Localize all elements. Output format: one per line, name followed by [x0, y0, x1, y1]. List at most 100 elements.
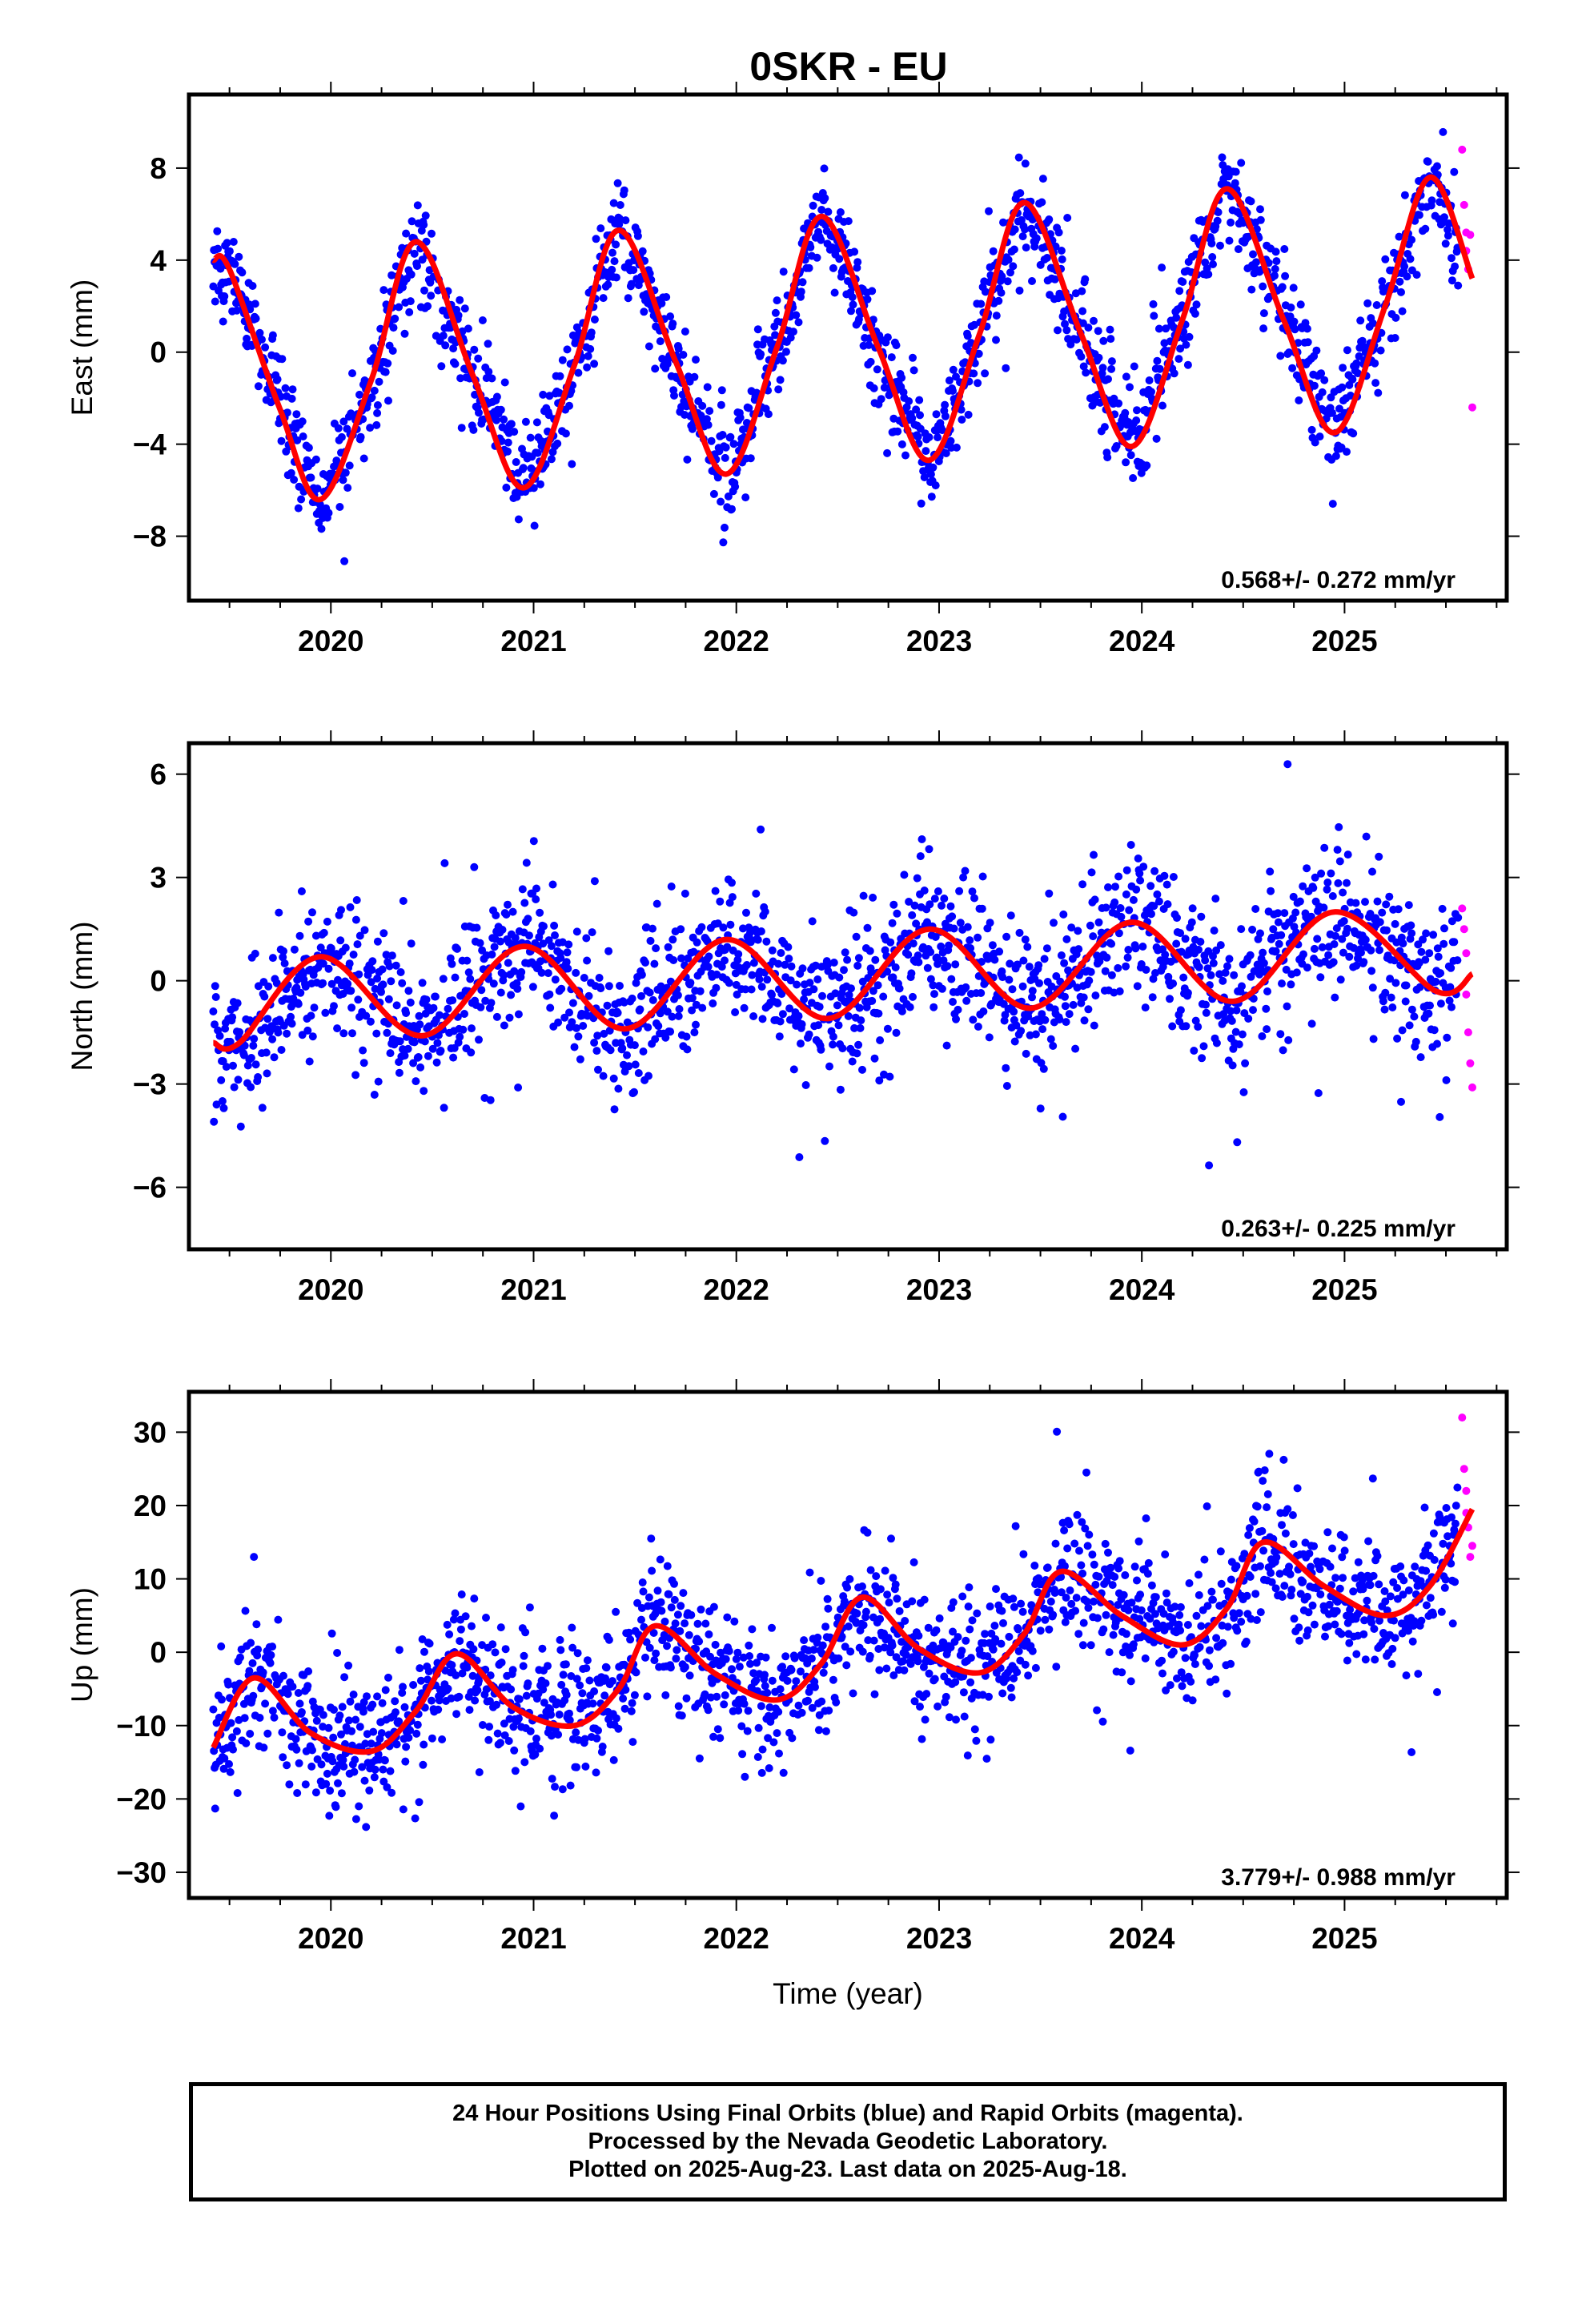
north-final-point	[954, 1005, 962, 1014]
east-model-curve	[210, 174, 1476, 503]
east-final-point	[553, 439, 562, 448]
up-final-point	[559, 1671, 568, 1679]
up-final-point	[966, 1678, 975, 1687]
north-final-point	[243, 1061, 252, 1070]
up-final-point	[842, 1661, 851, 1670]
north-final-point	[1111, 883, 1119, 891]
east-final-point	[254, 382, 263, 391]
up-final-point	[274, 1615, 283, 1624]
north-final-point	[1223, 962, 1231, 971]
north-final-point	[1368, 983, 1377, 992]
north-final-point	[362, 1011, 371, 1020]
east-final-point	[963, 332, 972, 340]
north-final-point	[675, 1005, 684, 1013]
up-final-point	[790, 1654, 799, 1663]
north-final-point	[1212, 946, 1221, 955]
east-final-point	[1106, 335, 1115, 344]
up-final-point	[1082, 1468, 1090, 1477]
east-final-point	[805, 263, 813, 272]
up-final-point	[837, 1632, 846, 1641]
east-final-point	[1378, 277, 1387, 286]
up-final-point	[1078, 1518, 1086, 1526]
up-final-point	[521, 1628, 530, 1637]
north-y-tick-label: −3	[133, 1068, 167, 1101]
north-final-point	[1435, 1112, 1444, 1121]
east-final-point	[1038, 198, 1046, 207]
east-final-point	[1050, 275, 1059, 283]
east-final-point	[504, 438, 512, 447]
up-final-point	[381, 1686, 390, 1695]
north-final-point	[942, 1041, 951, 1050]
north-final-point	[226, 1037, 235, 1046]
up-final-point	[1099, 1625, 1108, 1634]
north-final-point	[319, 928, 328, 937]
north-final-point	[511, 934, 520, 943]
north-final-point	[1327, 869, 1335, 878]
north-final-point	[1182, 1022, 1191, 1031]
up-final-point	[424, 1667, 433, 1676]
north-final-point	[825, 1062, 833, 1071]
up-final-point	[858, 1582, 866, 1590]
east-final-point	[981, 369, 990, 378]
north-final-point	[536, 908, 544, 917]
up-final-point	[1130, 1562, 1139, 1571]
north-final-point	[297, 887, 306, 895]
east-final-point	[1421, 224, 1430, 233]
east-final-point	[1010, 245, 1018, 254]
north-final-point	[962, 983, 970, 991]
north-final-point	[500, 1021, 508, 1030]
east-final-point	[683, 455, 692, 464]
north-final-point	[1162, 880, 1171, 889]
east-y-tick-label: 4	[150, 244, 167, 277]
north-final-point	[1094, 918, 1103, 927]
north-final-point	[829, 959, 838, 967]
east-final-point	[764, 410, 773, 419]
up-final-point	[297, 1708, 306, 1716]
east-final-point	[533, 448, 542, 457]
east-final-point	[624, 294, 632, 303]
east-final-point	[633, 231, 642, 240]
east-final-point	[604, 280, 612, 289]
up-final-point	[520, 1651, 528, 1660]
east-final-point	[460, 304, 469, 313]
north-final-point	[1415, 983, 1424, 991]
north-final-point	[910, 901, 919, 910]
north-final-point	[1447, 963, 1456, 972]
east-final-point	[1098, 364, 1107, 372]
north-final-point	[693, 938, 701, 947]
up-final-point	[1129, 1640, 1138, 1649]
east-final-point	[612, 273, 620, 282]
north-final-point	[502, 911, 511, 919]
up-final-point	[821, 1727, 830, 1735]
up-final-point	[420, 1647, 428, 1656]
north-final-point	[583, 956, 592, 965]
north-final-point	[1022, 1049, 1030, 1058]
up-final-point	[551, 1783, 559, 1791]
north-final-point	[831, 989, 840, 998]
north-final-point	[776, 1017, 785, 1026]
north-final-point	[486, 1096, 495, 1104]
up-final-point	[242, 1739, 251, 1747]
east-final-point	[1349, 429, 1358, 438]
up-final-point	[672, 1655, 681, 1663]
east-final-point	[830, 288, 839, 297]
north-final-point	[599, 1072, 608, 1080]
up-final-point	[735, 1663, 744, 1671]
east-final-point	[1094, 327, 1102, 336]
north-final-point	[610, 1105, 619, 1114]
up-final-point	[1085, 1530, 1094, 1539]
north-final-point	[410, 1038, 419, 1047]
east-final-point	[1132, 416, 1141, 424]
north-final-point	[593, 1031, 602, 1040]
north-final-point	[592, 1047, 601, 1055]
east-final-point	[315, 501, 324, 509]
north-final-point	[1122, 962, 1130, 971]
north-final-point	[1188, 904, 1197, 913]
north-final-point	[1231, 1027, 1240, 1036]
east-final-point	[1412, 271, 1421, 279]
north-final-point	[1246, 951, 1255, 959]
north-final-point	[1311, 873, 1319, 882]
up-final-point	[1186, 1677, 1195, 1686]
east-final-point	[1440, 213, 1448, 222]
up-final-point	[1256, 1608, 1265, 1617]
